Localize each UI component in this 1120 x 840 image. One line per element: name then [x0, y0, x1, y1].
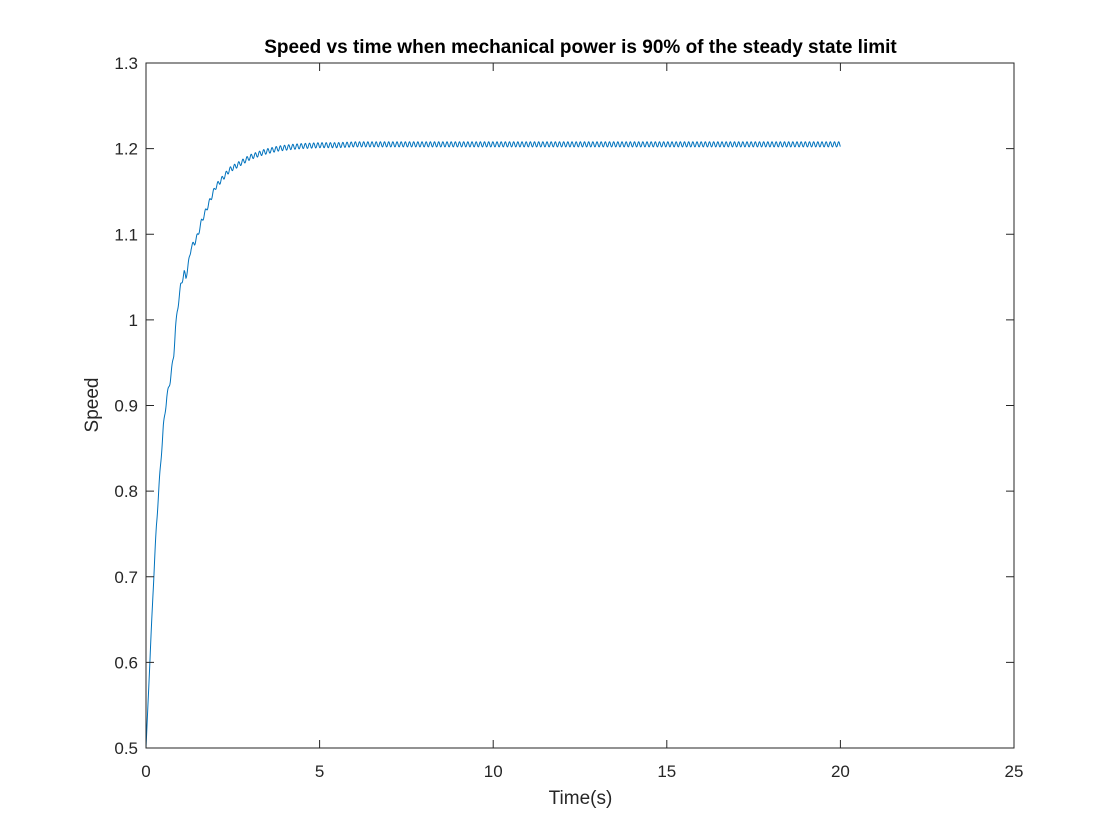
y-tick-label: 1 — [129, 311, 138, 330]
x-tick-label: 15 — [657, 762, 676, 781]
plot-area — [146, 63, 1014, 748]
y-axis-label: Speed — [82, 378, 103, 433]
y-tick-label: 1.2 — [114, 140, 138, 159]
x-tick-label: 5 — [315, 762, 324, 781]
x-tick-label: 20 — [831, 762, 850, 781]
y-tick-label: 0.6 — [114, 653, 138, 672]
y-tick-label: 0.9 — [114, 397, 138, 416]
x-tick-label: 25 — [1005, 762, 1024, 781]
y-tick-label: 1.1 — [114, 225, 138, 244]
x-axis: 0 5 10 15 20 25 — [141, 63, 1023, 781]
y-axis: 0.5 0.6 0.7 0.8 0.9 1 1.1 1.2 1.3 — [114, 54, 1014, 758]
series-layer — [145, 141, 841, 749]
y-tick-label: 0.5 — [114, 739, 138, 758]
x-axis-label: Time(s) — [549, 788, 613, 809]
y-tick-label: 0.7 — [114, 568, 138, 587]
y-tick-label: 0.8 — [114, 482, 138, 501]
x-tick-label: 0 — [141, 762, 150, 781]
speed-series-line — [145, 141, 841, 749]
chart-title: Speed vs time when mechanical power is 9… — [264, 37, 897, 58]
x-tick-label: 10 — [484, 762, 503, 781]
y-tick-label: 1.3 — [114, 54, 138, 73]
